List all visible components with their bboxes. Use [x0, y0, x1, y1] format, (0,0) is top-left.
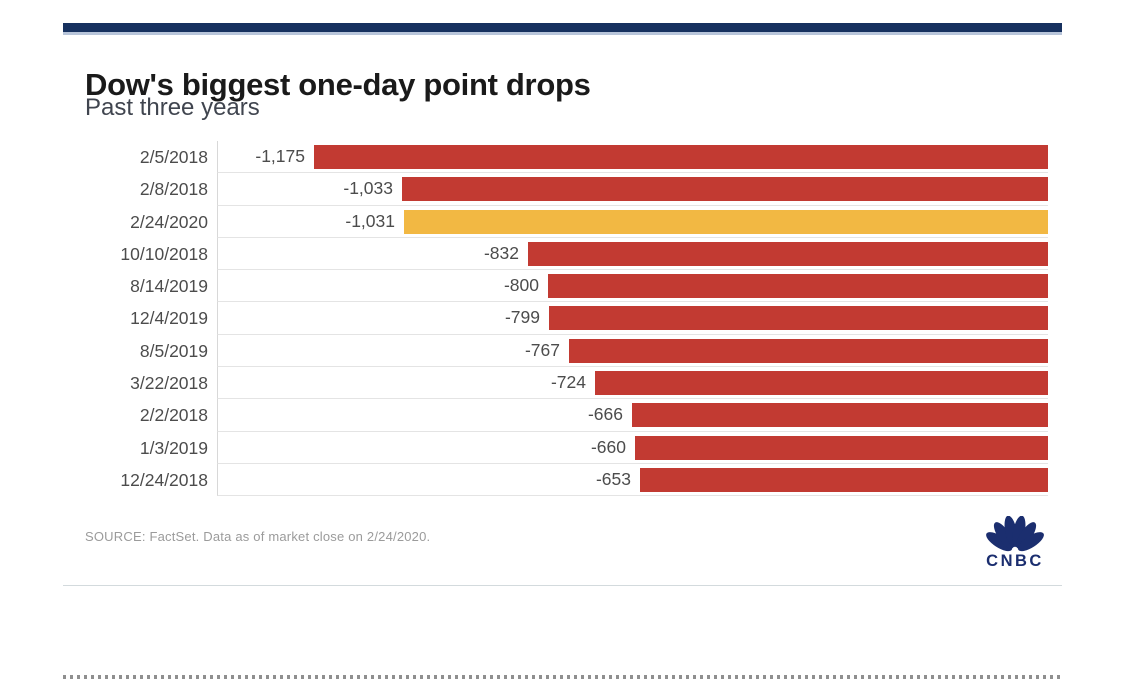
- bar: [402, 177, 1048, 202]
- value-label: -653: [595, 468, 631, 489]
- plot-cell: -832: [217, 237, 1048, 271]
- chart-row: 2/2/2018 -666: [63, 399, 1062, 432]
- bar: [640, 467, 1048, 492]
- chart-row: 3/22/2018 -724: [63, 367, 1062, 400]
- value-label: -799: [504, 307, 540, 328]
- value-label: -1,175: [255, 146, 305, 166]
- chart-row: 12/4/2019 -799: [63, 302, 1062, 335]
- chart-row: 2/5/2018 -1,175: [63, 141, 1062, 174]
- plot-cell: -724: [217, 367, 1048, 400]
- value-label: -666: [587, 404, 623, 425]
- bar: [632, 403, 1048, 428]
- plot-cell: -800: [217, 270, 1048, 303]
- bar: [595, 371, 1048, 396]
- category-label: 8/5/2019: [139, 340, 208, 361]
- plot-cell: -1,033: [217, 173, 1048, 206]
- chart-row: 8/5/2019 -767: [63, 334, 1062, 368]
- category-label: 2/8/2018: [139, 179, 208, 200]
- cnbc-logo: CNBC: [986, 516, 1044, 568]
- chart-row: 2/8/2018 -1,033: [63, 173, 1062, 206]
- cnbc-logo-text: CNBC: [986, 552, 1044, 568]
- bar-highlighted: [404, 209, 1048, 234]
- chart-row: 10/10/2018 -832: [63, 237, 1062, 271]
- category-label: 2/5/2018: [139, 147, 208, 167]
- bar: [569, 338, 1048, 363]
- chart-row: 1/3/2019 -660: [63, 431, 1062, 464]
- category-label: 10/10/2018: [120, 243, 208, 264]
- value-label: -832: [483, 242, 519, 263]
- chart-row: 2/24/2020 -1,031: [63, 205, 1062, 238]
- category-label: 12/4/2019: [130, 308, 208, 329]
- value-label: -800: [503, 275, 539, 296]
- top-accent-bar: [63, 23, 1062, 32]
- category-label: 12/24/2018: [120, 469, 208, 490]
- bar: [548, 274, 1048, 299]
- chart-row: 12/24/2018 -653: [63, 463, 1062, 497]
- page-subtitle: Past three years: [85, 94, 260, 121]
- bar-chart: 2/5/2018 -1,175 2/8/2018 -1,033 2/24/2020 -1,…: [63, 141, 1062, 497]
- source-note: SOURCE: FactSet. Data as of market close…: [85, 529, 431, 544]
- top-accent-bar-underline: [63, 32, 1062, 35]
- category-label: 8/14/2019: [130, 276, 208, 297]
- bar: [635, 435, 1048, 460]
- category-label: 3/22/2018: [130, 373, 208, 394]
- value-label: -1,031: [345, 210, 395, 231]
- value-label: -724: [550, 372, 586, 393]
- bar: [549, 306, 1048, 331]
- dotted-separator: [63, 675, 1062, 679]
- value-label: -1,033: [343, 178, 393, 199]
- page-title: Dow's biggest one-day point drops: [85, 66, 591, 102]
- plot-cell: -660: [217, 431, 1048, 464]
- value-label: -660: [590, 436, 626, 457]
- plot-cell: -767: [217, 334, 1048, 368]
- chart-row: 8/14/2019 -800: [63, 270, 1062, 303]
- peacock-icon: [986, 516, 1044, 552]
- plot-cell: -799: [217, 302, 1048, 335]
- plot-cell: -653: [217, 463, 1048, 497]
- plot-cell: -1,031: [217, 205, 1048, 238]
- plot-cell: -1,175: [217, 141, 1048, 174]
- bar: [314, 145, 1048, 169]
- plot-cell: -666: [217, 399, 1048, 432]
- value-label: -767: [524, 339, 560, 360]
- category-label: 1/3/2019: [139, 437, 208, 458]
- category-label: 2/24/2020: [130, 211, 208, 232]
- category-label: 2/2/2018: [139, 405, 208, 426]
- card-bottom-divider: [63, 585, 1062, 586]
- bar: [528, 241, 1048, 266]
